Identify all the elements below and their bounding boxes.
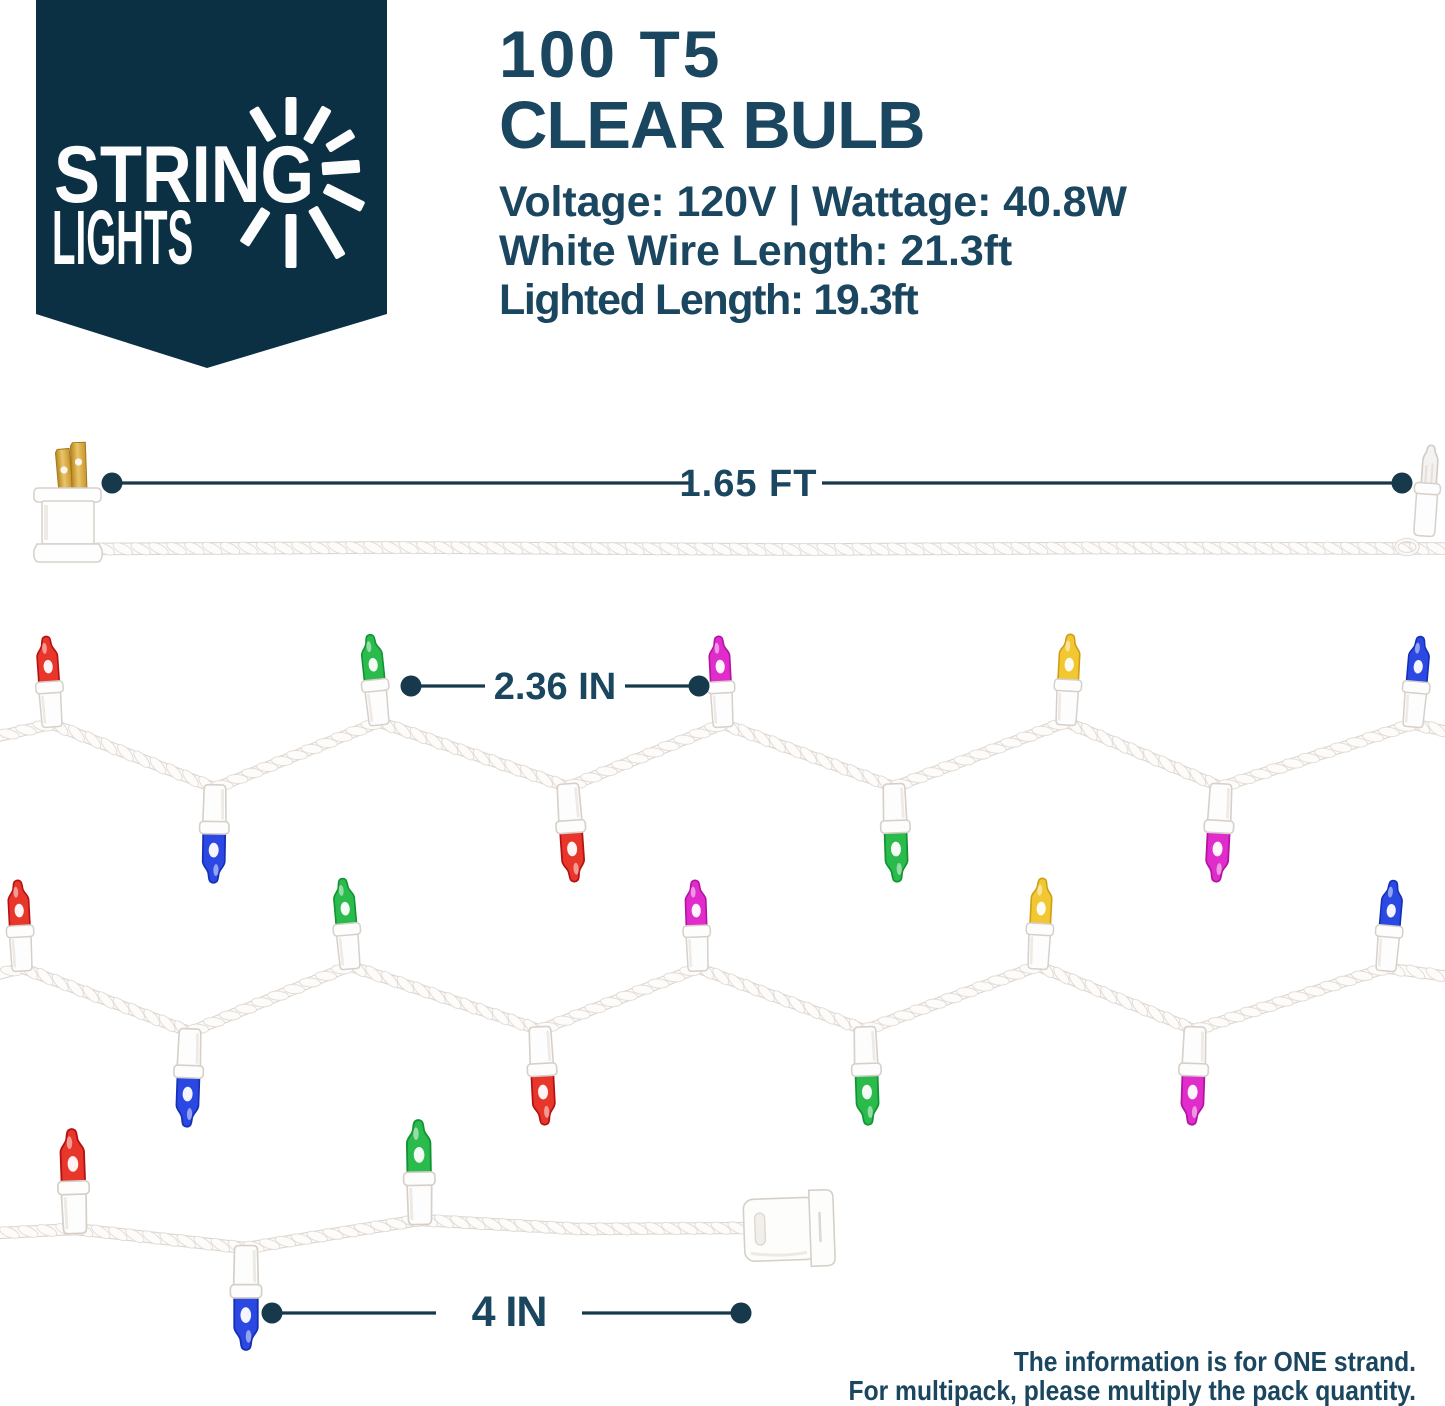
svg-text:For multipack, please multiply: For multipack, please multiply the pack … xyxy=(849,1375,1416,1406)
svg-text:STRING: STRING xyxy=(54,129,314,220)
svg-text:Lighted Length: 19.3ft: Lighted Length: 19.3ft xyxy=(499,276,918,324)
svg-text:2.36 IN: 2.36 IN xyxy=(494,666,617,708)
svg-text:White Wire Length: 21.3ft: White Wire Length: 21.3ft xyxy=(499,227,1012,275)
svg-text:100 T5: 100 T5 xyxy=(499,17,722,91)
svg-text:Voltage: 120V | Wattage: 40.8W: Voltage: 120V | Wattage: 40.8W xyxy=(499,178,1127,226)
svg-text:LIGHTS: LIGHTS xyxy=(52,194,193,280)
svg-text:1.65 FT: 1.65 FT xyxy=(680,463,818,505)
svg-text:CLEAR BULB: CLEAR BULB xyxy=(499,88,924,163)
svg-text:4 IN: 4 IN xyxy=(472,1288,547,1336)
svg-text:The information is for ONE str: The information is for ONE strand. xyxy=(1014,1346,1416,1378)
